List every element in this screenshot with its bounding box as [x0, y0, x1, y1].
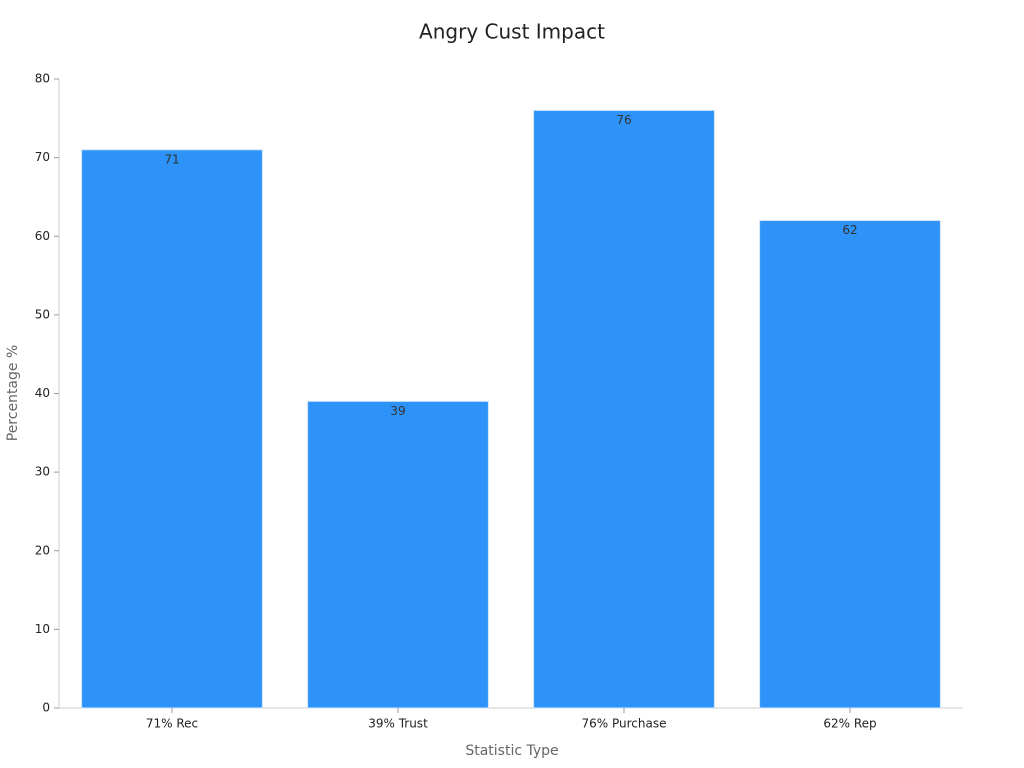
- y-tick-label: 80: [35, 72, 50, 86]
- x-axis-label: Statistic Type: [465, 743, 558, 759]
- bar: [81, 149, 263, 709]
- data-label: 76: [616, 113, 631, 127]
- chart-title: Angry Cust Impact: [419, 20, 605, 44]
- x-tick-label: 62% Rep: [823, 717, 876, 731]
- y-tick-label: 20: [35, 543, 50, 557]
- x-tick-label: 39% Trust: [368, 717, 428, 731]
- bar: [759, 220, 941, 709]
- y-tick-label: 60: [35, 229, 50, 243]
- data-label: 39: [390, 404, 405, 418]
- y-tick-label: 50: [35, 307, 50, 321]
- y-axis-label: Percentage %: [5, 345, 21, 442]
- y-tick-label: 30: [35, 465, 50, 479]
- data-label: 71: [164, 152, 179, 166]
- y-tick-label: 40: [35, 386, 50, 400]
- bar: [533, 109, 715, 709]
- x-tick-label: 76% Purchase: [582, 717, 667, 731]
- data-label: 62: [842, 223, 857, 237]
- bar: [307, 400, 489, 709]
- x-tick-label: 71% Rec: [146, 717, 198, 731]
- y-tick-label: 10: [35, 622, 50, 636]
- y-tick-label: 70: [35, 150, 50, 164]
- y-tick-label: 0: [42, 701, 50, 715]
